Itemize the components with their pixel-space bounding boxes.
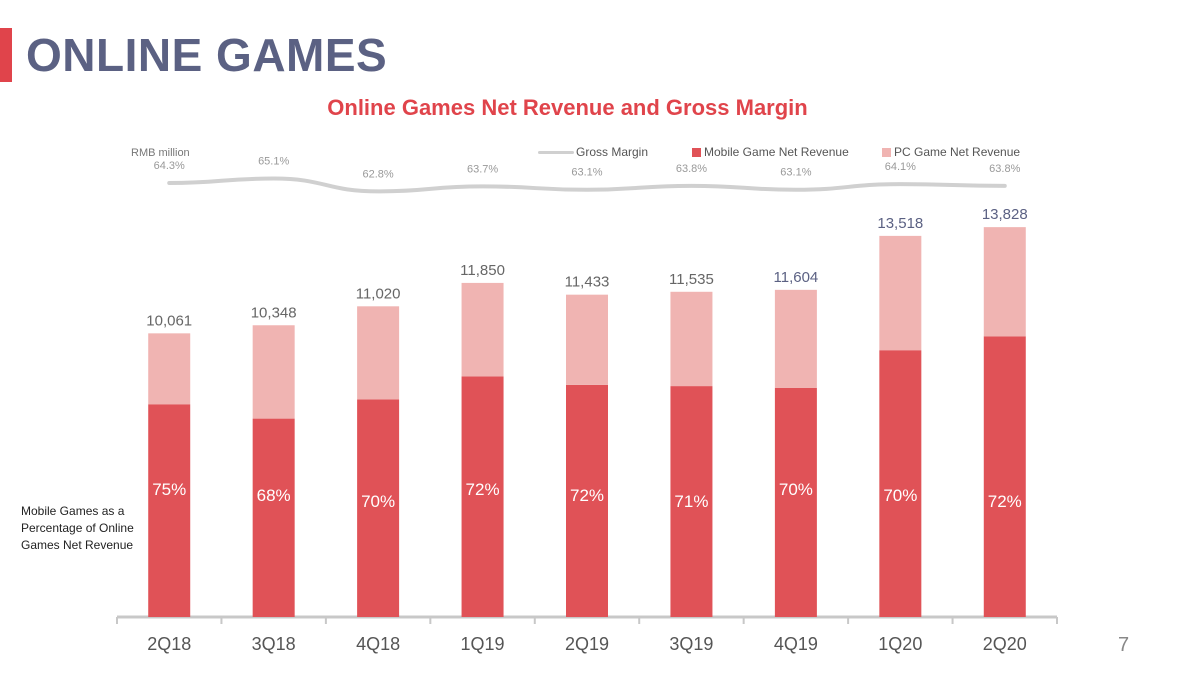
- legend-pc-label: PC Game Net Revenue: [894, 145, 1021, 159]
- mobile-pct-label: 70%: [883, 486, 917, 505]
- gross-margin-label: 63.1%: [780, 167, 811, 179]
- gross-margin-label: 63.8%: [989, 163, 1020, 175]
- bar-pc-revenue: [252, 325, 295, 419]
- mobile-pct-label: 70%: [779, 480, 813, 499]
- bar-mobile-revenue: [357, 399, 400, 617]
- bar-total-label: 13,518: [877, 215, 923, 232]
- bar-total-label: 11,020: [356, 285, 401, 302]
- x-tick-label: 2Q18: [147, 634, 191, 654]
- bar-total-label: 13,828: [982, 206, 1028, 223]
- bar-mobile-revenue: [983, 336, 1026, 617]
- gross-margin-label: 65.1%: [258, 156, 289, 168]
- x-tick-label: 4Q19: [774, 634, 818, 654]
- bar-mobile-revenue: [461, 376, 504, 617]
- page-number: 7: [1118, 634, 1130, 656]
- bar-mobile-revenue: [879, 350, 922, 617]
- bar-total-label: 11,850: [460, 262, 505, 279]
- gross-margin-label: 63.8%: [676, 163, 707, 175]
- bar-mobile-revenue: [148, 404, 191, 617]
- bar-pc-revenue: [148, 333, 191, 405]
- bar-mobile-revenue: [252, 418, 295, 617]
- gross-margin-label: 64.1%: [885, 161, 916, 173]
- bar-pc-revenue: [774, 289, 817, 388]
- x-tick-label: 3Q18: [252, 634, 296, 654]
- gross-margin-label: 64.3%: [154, 160, 185, 172]
- x-tick-label: 1Q19: [461, 634, 505, 654]
- bar-pc-revenue: [983, 227, 1026, 337]
- gross-margin-label: 62.8%: [363, 168, 394, 180]
- page-title: ONLINE GAMES: [26, 29, 388, 81]
- legend-pc-swatch: [882, 147, 891, 157]
- mobile-pct-label: 75%: [152, 480, 186, 499]
- bar-total-label: 10,061: [146, 312, 192, 329]
- mobile-pct-label: 72%: [570, 486, 604, 505]
- legend-mobile-label: Mobile Game Net Revenue: [704, 145, 849, 159]
- legend-pc-revenue: PC Game Net Revenue: [882, 145, 1020, 159]
- x-tick-label: 2Q19: [565, 634, 609, 654]
- bar-pc-revenue: [566, 294, 608, 385]
- unit-label: RMB million: [131, 147, 190, 159]
- bar-pc-revenue: [670, 291, 713, 387]
- x-tick-label: 3Q19: [669, 634, 713, 654]
- chart-title: Online Games Net Revenue and Gross Margi…: [327, 95, 808, 120]
- legend-gross-margin: Gross Margin: [538, 145, 648, 159]
- x-tick-label: 4Q18: [356, 634, 400, 654]
- bar-pc-revenue: [357, 306, 400, 400]
- bar-total-label: 11,433: [565, 274, 610, 291]
- bar-pc-revenue: [879, 235, 922, 351]
- bar-total-label: 11,535: [669, 271, 714, 288]
- gross-margin-line: [167, 176, 1007, 194]
- mobile-pct-label: 68%: [257, 486, 291, 505]
- title-accent-bar: [0, 28, 12, 82]
- gross-margin-label: 63.1%: [571, 167, 602, 179]
- legend-line-swatch: [538, 150, 574, 154]
- mobile-pct-label: 71%: [674, 492, 708, 511]
- side-note: Mobile Games as a Percentage of Online G…: [21, 504, 134, 552]
- bar-total-label: 11,604: [774, 269, 819, 286]
- gross-margin-label: 63.7%: [467, 163, 498, 175]
- bar-mobile-revenue: [774, 387, 817, 617]
- bar-mobile-revenue: [670, 386, 713, 617]
- legend-gross-margin-label: Gross Margin: [576, 145, 649, 159]
- mobile-pct-label: 70%: [361, 492, 395, 511]
- mobile-pct-label: 72%: [988, 492, 1022, 511]
- bar-mobile-revenue: [566, 384, 608, 617]
- x-tick-label: 2Q20: [983, 634, 1027, 654]
- bar-total-label: 10,348: [251, 304, 297, 321]
- legend-mobile-revenue: Mobile Game Net Revenue: [692, 145, 849, 159]
- mobile-pct-label: 72%: [466, 480, 500, 499]
- legend-mobile-swatch: [692, 147, 701, 157]
- x-tick-label: 1Q20: [878, 634, 922, 654]
- bar-pc-revenue: [461, 282, 504, 377]
